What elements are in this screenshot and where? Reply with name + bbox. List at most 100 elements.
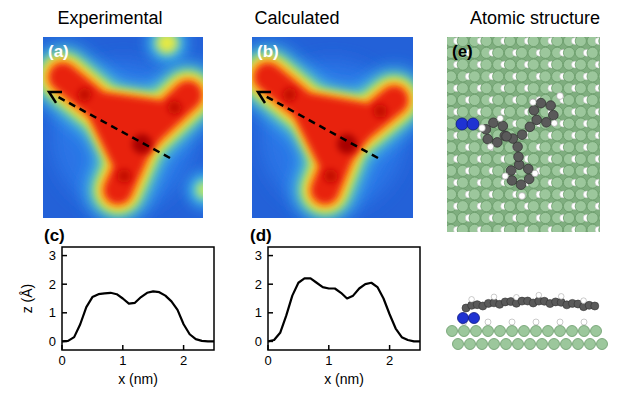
- contour: [295, 99, 377, 172]
- y-tick-label: 3: [255, 248, 262, 263]
- line-chart: 0120123x (nm)z (Å)(c): [19, 226, 214, 387]
- si-atom: [493, 189, 504, 200]
- y-tick-label: 0: [255, 334, 262, 349]
- si-atom: [516, 212, 527, 223]
- panel-label: (e): [452, 42, 473, 61]
- si-atom: [516, 189, 527, 200]
- contour: [90, 99, 171, 172]
- h-atom: [519, 193, 526, 200]
- si-atom: [599, 177, 600, 188]
- si-atom: [469, 94, 480, 105]
- column-header: Atomic structure: [470, 8, 600, 28]
- si-atom: [528, 224, 539, 232]
- profile-line: [62, 291, 214, 341]
- si-atom: [587, 118, 598, 129]
- contour: [295, 99, 377, 172]
- h-atom: [530, 99, 536, 105]
- si-atom: [599, 37, 600, 47]
- maximum: [132, 134, 152, 154]
- si-atom: [540, 212, 551, 223]
- si-atom: [493, 212, 504, 223]
- top-view: [447, 37, 600, 232]
- h-atom: [485, 319, 491, 325]
- si-atom: [516, 94, 527, 105]
- si-atom: [481, 224, 492, 232]
- panel-label: (b): [257, 42, 279, 61]
- maximum: [373, 104, 387, 118]
- si-atom: [585, 339, 596, 350]
- maximum: [78, 88, 92, 102]
- slab: [447, 37, 600, 232]
- si-atom: [599, 153, 600, 164]
- halo: [260, 61, 405, 213]
- h-atom: [536, 292, 542, 298]
- arrow-head: [258, 92, 271, 103]
- stm-image: [252, 37, 413, 218]
- si-atom: [575, 37, 586, 47]
- x-axis-label: x (nm): [118, 371, 158, 387]
- h-atom: [581, 298, 587, 304]
- si-atom: [552, 59, 563, 70]
- h-atom: [558, 294, 564, 300]
- si-atom: [591, 326, 602, 337]
- si-atom: [483, 326, 494, 337]
- x-tick-label: 0: [58, 353, 65, 368]
- panel-label: (c): [44, 226, 65, 245]
- y-axis-label: z (Å): [19, 284, 35, 314]
- c-atom: [546, 101, 556, 111]
- si-atom: [457, 106, 468, 117]
- contour: [90, 99, 171, 172]
- si-atom: [504, 83, 515, 94]
- c-atom: [517, 130, 527, 140]
- maximum: [117, 169, 131, 183]
- si-atom: [501, 339, 512, 350]
- x-axis-label: x (nm): [324, 371, 364, 387]
- si-atom: [575, 106, 586, 117]
- y-tick-label: 1: [49, 305, 56, 320]
- panel-label: (a): [48, 42, 69, 61]
- si-atom: [457, 83, 468, 94]
- plot-area: [268, 278, 420, 341]
- si-atom: [447, 189, 457, 200]
- contour: [90, 99, 171, 172]
- c-atom: [516, 180, 526, 190]
- image-background: [43, 37, 203, 218]
- plot-frame: [62, 247, 214, 350]
- si-atom: [552, 201, 563, 212]
- si-atom: [481, 177, 492, 188]
- c-atom: [507, 176, 517, 186]
- si-atom: [599, 142, 600, 153]
- si-atom: [457, 130, 468, 141]
- si-atom: [575, 224, 586, 232]
- si-atom: [552, 83, 563, 94]
- si-atom: [447, 326, 458, 337]
- si-atom: [531, 326, 542, 337]
- si-atom: [599, 83, 600, 94]
- si-atom: [599, 71, 600, 82]
- si-atom: [513, 339, 524, 350]
- si-atom: [563, 71, 574, 82]
- si-atom: [587, 47, 598, 58]
- halo: [51, 61, 195, 213]
- si-atom: [528, 153, 539, 164]
- si-atom: [540, 142, 551, 153]
- si-atom: [447, 71, 457, 82]
- panel-label: (d): [250, 226, 272, 245]
- n-atom: [458, 313, 469, 324]
- profile-arrow: [54, 95, 170, 158]
- si-atom: [575, 153, 586, 164]
- si-atom: [459, 326, 470, 337]
- contour: [295, 99, 377, 172]
- si-atom: [453, 339, 464, 350]
- contour: [295, 99, 377, 172]
- si-atom: [552, 37, 563, 47]
- plot-area: [62, 291, 214, 341]
- h-atom: [532, 170, 538, 176]
- si-atom: [599, 47, 600, 58]
- si-atom: [575, 59, 586, 70]
- si-atom: [493, 47, 504, 58]
- x-tick-label: 1: [325, 353, 332, 368]
- si-atom: [481, 153, 492, 164]
- x-tick-label: 2: [180, 353, 187, 368]
- si-atom: [504, 37, 515, 47]
